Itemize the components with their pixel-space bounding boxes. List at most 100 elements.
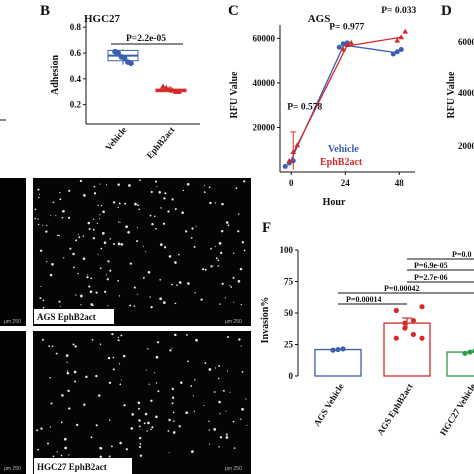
cell-dot bbox=[82, 235, 85, 237]
cell-dot bbox=[239, 267, 243, 271]
cell-dot bbox=[237, 213, 240, 215]
cell-dot bbox=[95, 374, 98, 378]
cell-dot bbox=[158, 191, 161, 194]
cell-dot bbox=[56, 451, 58, 453]
cell-dot bbox=[221, 282, 224, 285]
cell-dot bbox=[150, 428, 152, 431]
cell-dot bbox=[185, 411, 189, 415]
chart-b-ytick-label: 0.8 bbox=[70, 22, 82, 32]
cell-dot bbox=[176, 284, 178, 286]
chart-f-invasion: Invasion% 0 25 50 75 100 AGS Vehicle AGS EphB2… bbox=[260, 245, 474, 437]
cell-dot bbox=[83, 194, 86, 197]
cell-dot bbox=[204, 268, 207, 271]
cell-dot bbox=[130, 427, 133, 430]
cell-dot bbox=[147, 421, 150, 425]
cell-dot bbox=[229, 284, 231, 287]
cell-dot bbox=[238, 338, 241, 341]
cell-dot bbox=[159, 278, 162, 281]
cell-dot bbox=[225, 410, 227, 412]
chart-f-comparison-pvalue: P=2.7e-06 bbox=[414, 273, 448, 282]
cell-dot bbox=[168, 255, 172, 258]
cell-dot bbox=[61, 394, 64, 397]
scale-text-tl: μm 250 bbox=[4, 319, 21, 325]
chart-b-ytick-label: 0.6 bbox=[70, 48, 82, 58]
cell-dot bbox=[37, 223, 40, 226]
cell-dot bbox=[151, 426, 154, 429]
cell-dot bbox=[149, 296, 151, 298]
chart-c-point bbox=[340, 46, 347, 52]
cell-dot bbox=[195, 225, 197, 227]
chart-d-ylabel: RFU Value bbox=[446, 71, 457, 119]
cell-dot bbox=[137, 401, 141, 405]
cell-dot bbox=[49, 214, 51, 216]
cell-dot bbox=[119, 383, 122, 386]
cell-dot bbox=[246, 424, 248, 426]
cell-dot bbox=[204, 361, 207, 364]
cell-dot bbox=[95, 291, 98, 294]
chart-d-ytick-1: 4000 bbox=[458, 88, 474, 98]
cell-dot bbox=[147, 270, 151, 274]
cell-dot bbox=[150, 399, 153, 402]
cell-dot bbox=[155, 382, 158, 384]
cell-dot bbox=[117, 206, 119, 209]
cell-dot bbox=[181, 211, 184, 214]
cell-dot bbox=[60, 454, 63, 457]
cell-dot bbox=[72, 252, 75, 256]
cell-dot bbox=[215, 245, 217, 247]
cell-dot bbox=[82, 257, 86, 260]
cell-dot bbox=[107, 260, 110, 263]
cell-dot bbox=[122, 354, 126, 358]
cell-dot bbox=[219, 413, 221, 415]
cell-dot bbox=[221, 202, 224, 206]
cell-dot bbox=[237, 279, 241, 283]
cell-dot bbox=[50, 402, 53, 405]
chart-c-legend-ephb2act: EphB2act bbox=[320, 157, 363, 168]
cell-dot bbox=[68, 454, 70, 456]
cell-dot bbox=[133, 286, 136, 289]
cell-dot bbox=[85, 375, 88, 379]
cell-dot bbox=[131, 413, 135, 416]
cell-dot bbox=[92, 237, 96, 240]
cell-dot bbox=[129, 304, 132, 307]
cell-dot bbox=[159, 297, 162, 301]
chart-f-xtick-label: AGS EphB2act bbox=[375, 382, 415, 437]
cell-dot bbox=[99, 217, 101, 219]
cell-dot bbox=[178, 425, 181, 428]
cell-dot bbox=[219, 303, 221, 305]
chart-f-point bbox=[393, 335, 399, 341]
cell-dot bbox=[138, 208, 140, 211]
cell-dot bbox=[155, 415, 158, 419]
cell-dot bbox=[67, 389, 70, 393]
chart-b-pvalue: P=2.2e-05 bbox=[126, 34, 166, 44]
cell-dot bbox=[203, 404, 205, 406]
panel-letter-f: F bbox=[262, 220, 271, 236]
cell-dot bbox=[66, 370, 69, 372]
cell-dot bbox=[86, 276, 89, 279]
cell-dot bbox=[146, 430, 148, 432]
cell-dot bbox=[171, 387, 174, 391]
cell-dot bbox=[97, 394, 101, 397]
cell-dot bbox=[117, 339, 120, 342]
cell-dot bbox=[190, 237, 193, 239]
cell-dot bbox=[192, 395, 194, 397]
cell-dot bbox=[75, 239, 78, 242]
chart-c-legend-vehicle: Vehicle bbox=[328, 144, 359, 155]
cell-dot bbox=[163, 197, 166, 200]
cell-dot bbox=[59, 305, 61, 307]
cell-dot bbox=[95, 424, 98, 427]
cell-dot bbox=[51, 345, 54, 348]
cell-dot bbox=[105, 274, 108, 276]
cell-dot bbox=[174, 333, 177, 337]
cell-dot bbox=[97, 204, 99, 206]
cell-dot bbox=[123, 404, 126, 407]
cell-dot bbox=[124, 202, 126, 205]
micrograph-label-top: AGS EphB2act bbox=[37, 312, 96, 322]
cell-dot bbox=[93, 185, 96, 188]
chart-f-comparison-pvalue: P=0.00042 bbox=[384, 284, 419, 293]
micrograph-cells-bottom bbox=[36, 332, 248, 459]
cell-dot bbox=[171, 402, 174, 405]
cell-dot bbox=[212, 265, 214, 267]
cell-dot bbox=[47, 442, 49, 445]
cell-dot bbox=[87, 274, 89, 276]
cell-dot bbox=[173, 420, 175, 422]
